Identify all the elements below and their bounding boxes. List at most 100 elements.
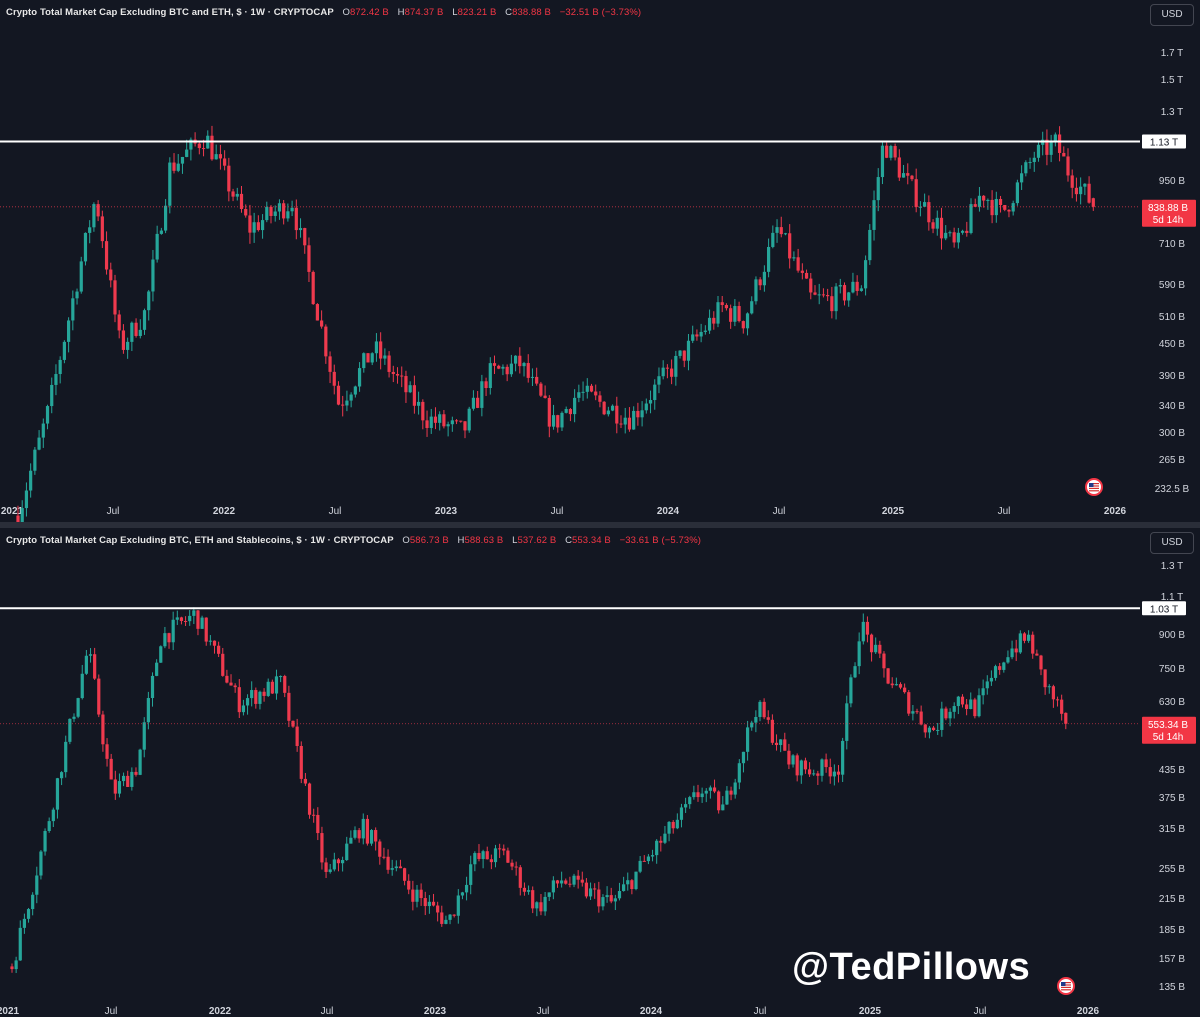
candle (783, 232, 788, 236)
candle (872, 190, 876, 241)
candle-body (901, 173, 906, 178)
candle (982, 195, 986, 208)
chart-pane-bottom[interactable]: 1.3 T 1.1 T 900 B 750 B 630 B 435 B 375 B 315 B… (0, 528, 1200, 1017)
candle-body (1022, 633, 1027, 641)
candle-body (248, 215, 252, 233)
candle-body (299, 746, 303, 779)
chart-pane-top[interactable]: 1.7 T 1.5 T 1.3 T 950 B 710 B 590 B 510 B 450 B… (0, 0, 1200, 522)
candle-body (568, 409, 573, 415)
candle-body (555, 880, 560, 884)
candle-body (686, 340, 691, 361)
currency-button-top[interactable]: USD (1150, 4, 1194, 26)
candle (1079, 177, 1083, 205)
candle (427, 895, 431, 914)
candle-body (506, 850, 510, 863)
candle (442, 409, 446, 429)
candle (605, 886, 609, 903)
candle-body (670, 368, 674, 377)
candle-body (779, 739, 783, 746)
candle-body (501, 366, 505, 369)
candle (1036, 140, 1041, 162)
candle-body (851, 281, 855, 293)
us-flag-icon[interactable] (1057, 977, 1075, 995)
candle-body (948, 232, 952, 234)
x-tick-label: 2025 (882, 506, 905, 517)
candle (965, 221, 969, 237)
candle (201, 139, 206, 157)
y-tick-label: 340 B (1159, 401, 1185, 412)
candle (665, 364, 669, 379)
candle-body (117, 781, 122, 794)
candle-body (551, 415, 556, 427)
candle-body (421, 401, 425, 421)
candle-body (237, 687, 241, 713)
candle-body (291, 720, 295, 727)
candle-body (650, 855, 655, 857)
candle (26, 907, 31, 923)
y-tick-label: 450 B (1159, 339, 1185, 350)
us-flag-icon[interactable] (1085, 478, 1103, 496)
candle-body (539, 902, 543, 912)
candle (357, 362, 362, 392)
candle-body (204, 617, 208, 642)
candle-body (939, 217, 944, 239)
candle-body (944, 232, 948, 239)
candle (729, 304, 733, 329)
candle-body (874, 644, 878, 653)
candle (1051, 684, 1055, 708)
candle-body (885, 145, 889, 158)
candle-body (774, 742, 779, 746)
candle-body (1032, 157, 1036, 163)
candle-body (62, 341, 66, 360)
candle (212, 640, 217, 654)
candle (311, 270, 315, 305)
candle-body (1043, 669, 1047, 688)
candle-body (1036, 144, 1041, 158)
candle (269, 205, 273, 224)
candle-body (172, 162, 176, 171)
candle-body (467, 408, 471, 431)
candle-body (634, 871, 638, 890)
candle (733, 299, 737, 327)
candle-body (1074, 187, 1079, 195)
candle (163, 199, 168, 234)
candle (944, 706, 948, 721)
candle-body (130, 771, 134, 787)
candle-body (771, 232, 775, 247)
candle (394, 860, 398, 872)
candle (869, 633, 874, 662)
candle (214, 144, 218, 160)
currency-button-bottom[interactable]: USD (1150, 532, 1194, 554)
candle (880, 141, 885, 185)
candle-body (627, 417, 632, 430)
candle (185, 139, 189, 158)
candle-body (100, 216, 104, 242)
candle (956, 695, 960, 715)
candle (539, 894, 543, 916)
candle-body (64, 741, 68, 773)
candle-body (640, 410, 644, 418)
candle (803, 757, 808, 774)
candle-body (855, 281, 859, 291)
candle-body (464, 884, 469, 893)
candle (423, 891, 427, 916)
candle (163, 626, 167, 649)
candle-body (1020, 173, 1024, 183)
low-value-bottom: 537.62 B (517, 535, 557, 546)
candle-body (97, 678, 101, 715)
candle-body (927, 727, 932, 733)
candle-body (615, 405, 619, 424)
candlestick-chart-bottom[interactable]: 1.3 T 1.1 T 900 B 750 B 630 B 435 B 375 B 315 B… (0, 528, 1200, 1017)
candle (204, 617, 208, 646)
candle (969, 198, 973, 235)
candle (1057, 126, 1062, 162)
candle-body (741, 751, 746, 764)
candle (1028, 157, 1032, 169)
candle (642, 855, 646, 862)
candle-body (400, 375, 404, 377)
candlestick-chart-top[interactable]: 1.7 T 1.5 T 1.3 T 950 B 710 B 590 B 510 B 450 B… (0, 0, 1200, 522)
candle (307, 782, 312, 819)
candle (464, 876, 469, 901)
candle (514, 861, 518, 876)
pane-divider[interactable] (0, 522, 1200, 528)
